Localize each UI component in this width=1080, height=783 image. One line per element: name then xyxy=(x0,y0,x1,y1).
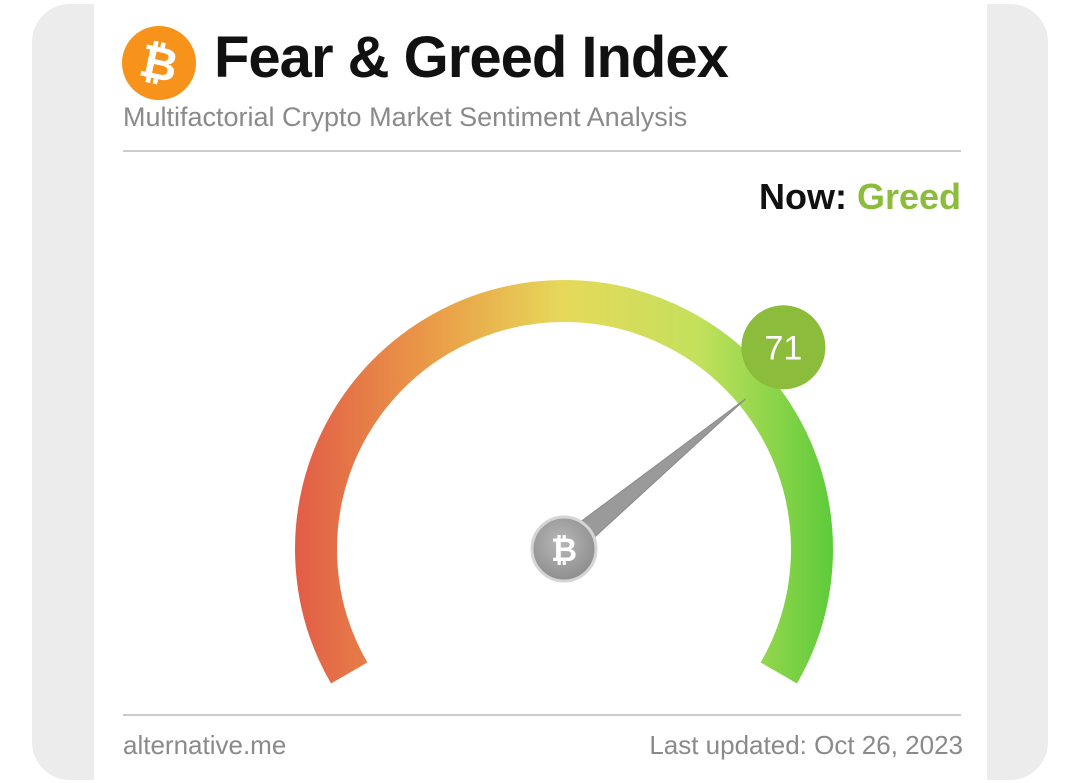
gauge-arc xyxy=(295,280,833,684)
fear-greed-card: ₿ Fear & Greed Index Multifactorial Cryp… xyxy=(94,4,987,780)
sentiment-gauge: ₿ 71 xyxy=(295,280,833,684)
value-badge xyxy=(741,305,826,390)
page-subtitle: Multifactorial Crypto Market Sentiment A… xyxy=(123,102,688,132)
current-sentiment: Now: Greed xyxy=(759,176,961,218)
gauge-value: 71 xyxy=(764,329,802,367)
last-updated: Last updated: Oct 26, 2023 xyxy=(649,730,963,760)
header-divider xyxy=(123,150,961,152)
screenshot-frame: ₿ Fear & Greed Index Multifactorial Cryp… xyxy=(32,4,1048,780)
footer-divider xyxy=(123,714,961,716)
now-value: Greed xyxy=(856,176,961,217)
page-title: Fear & Greed Index xyxy=(214,25,729,90)
gauge-hub-icon xyxy=(530,515,598,583)
hub-bitcoin-glyph: ₿ xyxy=(551,532,577,568)
source-link[interactable]: alternative.me xyxy=(123,730,287,760)
now-label: Now: xyxy=(758,176,847,217)
